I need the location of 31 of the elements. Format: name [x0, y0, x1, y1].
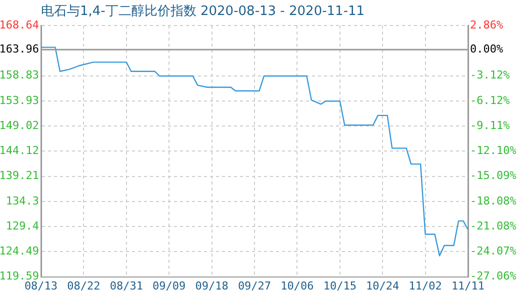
y-tick-label: 134.3: [6, 194, 39, 208]
x-tick-label: 10/15: [323, 279, 356, 292]
x-tick-label: 09/27: [238, 279, 272, 292]
x-tick-label: 09/09: [152, 279, 186, 292]
y-tick-label: 163.96: [0, 42, 39, 56]
y2-tick-label: -15.09%: [470, 169, 517, 182]
x-tick-label: 09/18: [195, 279, 228, 292]
x-tick-label: 08/13: [24, 279, 58, 292]
chart-title: 电石与1,4-丁二醇比价指数 2020-08-13 - 2020-11-11: [41, 4, 365, 20]
y2-tick-label: -12.10%: [470, 144, 517, 158]
x-tick-label: 08/22: [67, 279, 100, 292]
x-tick-label: 08/31: [110, 279, 143, 292]
x-tick-label: 10/06: [280, 279, 314, 292]
y2-tick-label: -9.11%: [470, 118, 510, 132]
y2-tick-label: 0.00%: [470, 42, 504, 56]
y-tick-label: 149.02: [0, 118, 39, 132]
y-tick-label: 144.12: [0, 144, 39, 158]
y-tick-label: 153.93: [0, 94, 39, 107]
y-tick-label: 129.4: [6, 219, 40, 232]
x-tick-label: 10/24: [366, 279, 400, 292]
y2-tick-label: -18.08%: [470, 194, 517, 208]
y2-tick-label: -6.12%: [470, 94, 510, 107]
y2-tick-label: -21.08%: [470, 219, 517, 232]
y-tick-label: 124.49: [0, 244, 39, 258]
x-tick-label: 11/02: [408, 279, 442, 292]
y-tick-label: 139.21: [0, 169, 39, 182]
y2-tick-label: -3.12%: [470, 68, 510, 82]
y-tick-label: 168.64: [0, 18, 40, 32]
y-tick-label: 158.83: [0, 68, 39, 82]
y2-tick-label: 2.86%: [470, 18, 504, 32]
y2-tick-label: -24.07%: [470, 244, 517, 258]
